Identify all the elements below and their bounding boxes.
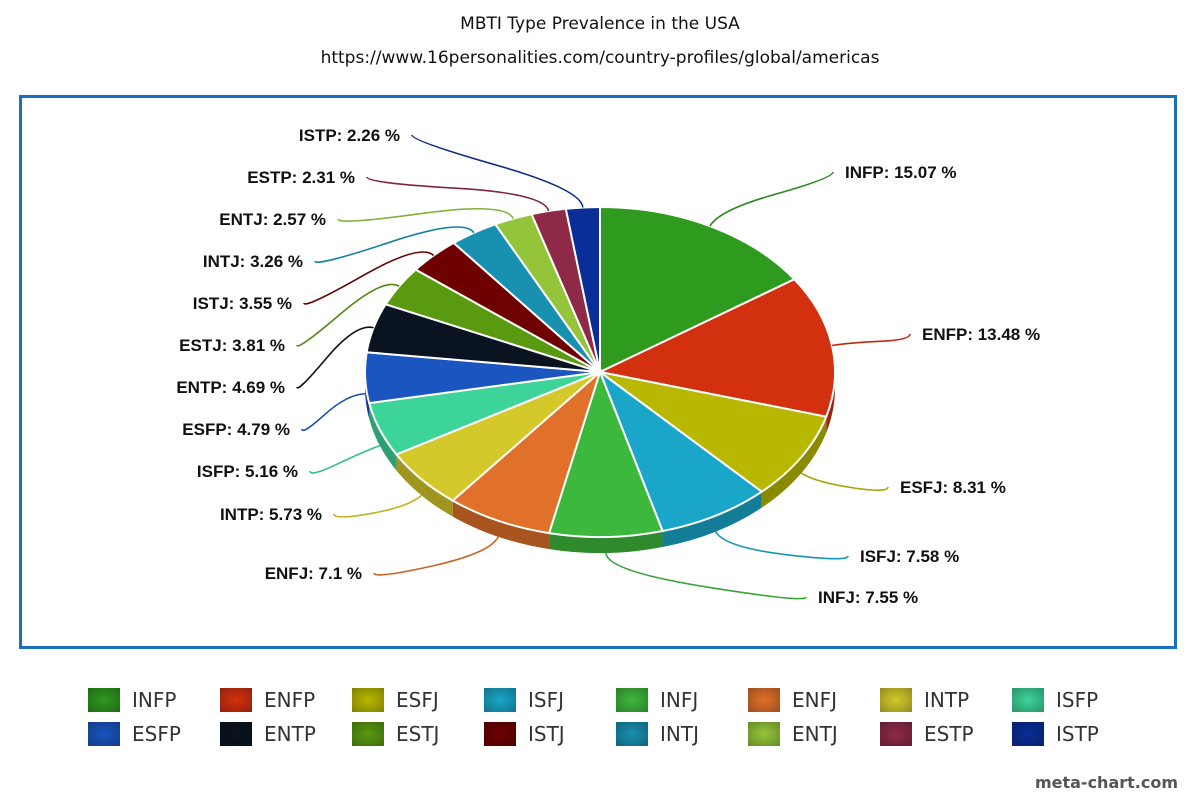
data-label-intp: INTP: 5.73 % xyxy=(220,505,322,524)
legend-item-estp[interactable]: ESTP xyxy=(880,722,1012,746)
leader-line-entp xyxy=(296,326,374,389)
legend-swatch xyxy=(1012,722,1044,746)
credit-text: meta-chart.com xyxy=(1034,773,1178,792)
legend-item-intp[interactable]: INTP xyxy=(880,688,1012,712)
data-label-infp: INFP: 15.07 % xyxy=(845,163,957,182)
legend-item-enfp[interactable]: ENFP xyxy=(220,688,352,712)
data-label-enfp: ENFP: 13.48 % xyxy=(922,325,1040,344)
legend-label: INFJ xyxy=(660,688,699,712)
legend-item-estj[interactable]: ESTJ xyxy=(352,722,484,746)
leader-line-isfj xyxy=(714,531,849,560)
legend-label: ESFJ xyxy=(396,688,439,712)
legend-label: ESFP xyxy=(132,722,181,746)
pie-slice-isfj[interactable] xyxy=(597,369,764,533)
data-label-istp: ISTP: 2.26 % xyxy=(299,126,400,145)
leader-line-infp xyxy=(709,171,834,227)
data-label-esfj: ESFJ: 8.31 % xyxy=(900,478,1006,497)
legend-label: ISFP xyxy=(1056,688,1099,712)
legend-label: ENFJ xyxy=(792,688,837,712)
leader-line-esfj xyxy=(800,472,889,491)
chart-frame xyxy=(19,95,1177,649)
legend-swatch xyxy=(1012,688,1044,712)
legend-item-entp[interactable]: ENTP xyxy=(220,722,352,746)
pie-slice-istp[interactable] xyxy=(564,205,601,373)
chart-subtitle: https://www.16personalities.com/country-… xyxy=(320,48,880,68)
legend-swatch xyxy=(352,722,384,746)
legend-item-isfp[interactable]: ISFP xyxy=(1012,688,1144,712)
leader-line-intp xyxy=(333,494,423,518)
pie-slice-side-isfj xyxy=(662,491,762,548)
legend-item-entj[interactable]: ENTJ xyxy=(748,722,880,746)
leader-line-isfp xyxy=(309,444,381,474)
data-label-entp: ENTP: 4.69 % xyxy=(176,378,285,397)
data-label-infj: INFJ: 7.55 % xyxy=(818,588,918,607)
legend-swatch xyxy=(880,722,912,746)
legend-label: INFP xyxy=(132,688,177,712)
legend: INFP ENFP ESFJ ISFJ INFJ ENFJ INTP ISFP ESFP ENTP… xyxy=(88,688,1148,746)
leader-line-enfp xyxy=(831,333,911,347)
leader-line-estj xyxy=(296,283,400,347)
legend-swatch xyxy=(880,688,912,712)
legend-swatch xyxy=(748,688,780,712)
legend-item-isfj[interactable]: ISFJ xyxy=(484,688,616,712)
legend-swatch xyxy=(220,722,252,746)
leader-line-intj xyxy=(314,226,475,263)
leader-line-infj xyxy=(605,552,807,600)
legend-label: ISTJ xyxy=(528,722,565,746)
legend-swatch xyxy=(484,688,516,712)
legend-label: INTP xyxy=(924,688,970,712)
pie-slice-infj[interactable] xyxy=(547,369,664,538)
legend-label: ISFJ xyxy=(528,688,564,712)
pie-slice-side-enfp xyxy=(826,372,835,433)
legend-label: INTJ xyxy=(660,722,699,746)
legend-swatch xyxy=(616,688,648,712)
pie-slice-side-esfj xyxy=(761,416,827,508)
legend-item-intj[interactable]: INTJ xyxy=(616,722,748,746)
legend-item-istj[interactable]: ISTJ xyxy=(484,722,616,746)
legend-label: ESTP xyxy=(924,722,974,746)
data-label-estj: ESTJ: 3.81 % xyxy=(179,336,285,355)
legend-item-infj[interactable]: INFJ xyxy=(616,688,748,712)
legend-label: ISTP xyxy=(1056,722,1099,746)
leader-line-esfp xyxy=(301,392,366,432)
chart-title: MBTI Type Prevalence in the USA xyxy=(460,14,740,34)
legend-label: ENFP xyxy=(264,688,316,712)
legend-label: ENTJ xyxy=(792,722,838,746)
legend-item-enfj[interactable]: ENFJ xyxy=(748,688,880,712)
pie-slice-enfp[interactable] xyxy=(596,278,836,418)
pie-slice-esfj[interactable] xyxy=(599,371,828,493)
leader-line-estp xyxy=(366,176,550,212)
legend-swatch xyxy=(88,688,120,712)
data-label-entj: ENTJ: 2.57 % xyxy=(219,210,326,229)
legend-swatch xyxy=(484,722,516,746)
legend-item-esfj[interactable]: ESFJ xyxy=(352,688,484,712)
legend-label: ENTP xyxy=(264,722,316,746)
legend-item-esfp[interactable]: ESFP xyxy=(88,722,220,746)
data-label-intj: INTJ: 3.26 % xyxy=(203,252,303,271)
leader-line-istp xyxy=(411,134,584,208)
legend-item-infp[interactable]: INFP xyxy=(88,688,220,712)
data-label-estp: ESTP: 2.31 % xyxy=(247,168,355,187)
data-label-esfp: ESFP: 4.79 % xyxy=(182,420,290,439)
legend-swatch xyxy=(616,722,648,746)
data-label-istj: ISTJ: 3.55 % xyxy=(193,294,292,313)
data-label-isfp: ISFP: 5.16 % xyxy=(197,462,298,481)
data-label-isfj: ISFJ: 7.58 % xyxy=(860,547,959,566)
leader-line-istj xyxy=(303,251,435,305)
leader-line-enfj xyxy=(373,536,499,576)
data-label-enfj: ENFJ: 7.1 % xyxy=(265,564,362,583)
legend-swatch xyxy=(220,688,252,712)
pie-slice-enfj[interactable] xyxy=(451,368,603,535)
legend-swatch xyxy=(88,722,120,746)
leader-line-entj xyxy=(337,207,514,222)
legend-swatch xyxy=(352,688,384,712)
legend-label: ESTJ xyxy=(396,722,440,746)
legend-swatch xyxy=(748,722,780,746)
legend-item-istp[interactable]: ISTP xyxy=(1012,722,1144,746)
